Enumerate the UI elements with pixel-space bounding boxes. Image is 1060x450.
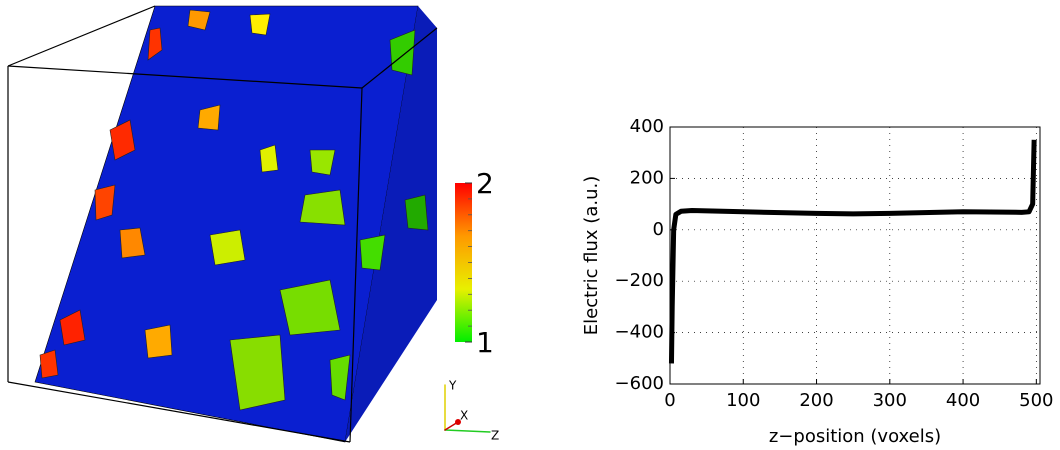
x-tick-label: 0 xyxy=(664,390,675,411)
y-tick-label: −600 xyxy=(615,373,664,394)
triad-label: Z xyxy=(491,429,499,443)
x-tick-label: 100 xyxy=(726,390,760,411)
data-line xyxy=(668,139,1037,364)
triad-label: Y xyxy=(448,379,457,393)
y-tick-label: −200 xyxy=(615,270,664,291)
x-tick-label: 400 xyxy=(946,390,980,411)
colorbar xyxy=(455,183,472,342)
x-tick-label: 300 xyxy=(873,390,907,411)
y-axis-label: Electric flux (a.u.) xyxy=(581,176,602,335)
x-tick-label: 500 xyxy=(1019,390,1053,411)
grain-patches xyxy=(39,9,429,411)
axes-triad xyxy=(444,384,491,433)
triad-label: X xyxy=(460,409,468,423)
y-tick-label: −400 xyxy=(615,322,664,343)
x-axis-label: z−position (voxels) xyxy=(769,426,941,447)
plot-frame xyxy=(669,126,1041,385)
y-tick-label: 400 xyxy=(630,116,664,137)
y-tick-label: 200 xyxy=(630,167,664,188)
triad-x-dot xyxy=(455,419,461,425)
colorbar-tick-label: 1 xyxy=(476,326,494,359)
triad-z xyxy=(444,429,491,433)
colorbar-tick-label: 2 xyxy=(476,167,494,200)
y-tick-label: 0 xyxy=(653,219,664,240)
side-face xyxy=(345,6,437,442)
volume-render xyxy=(7,5,438,443)
x-tick-label: 200 xyxy=(799,390,833,411)
bounding-box xyxy=(7,5,438,443)
